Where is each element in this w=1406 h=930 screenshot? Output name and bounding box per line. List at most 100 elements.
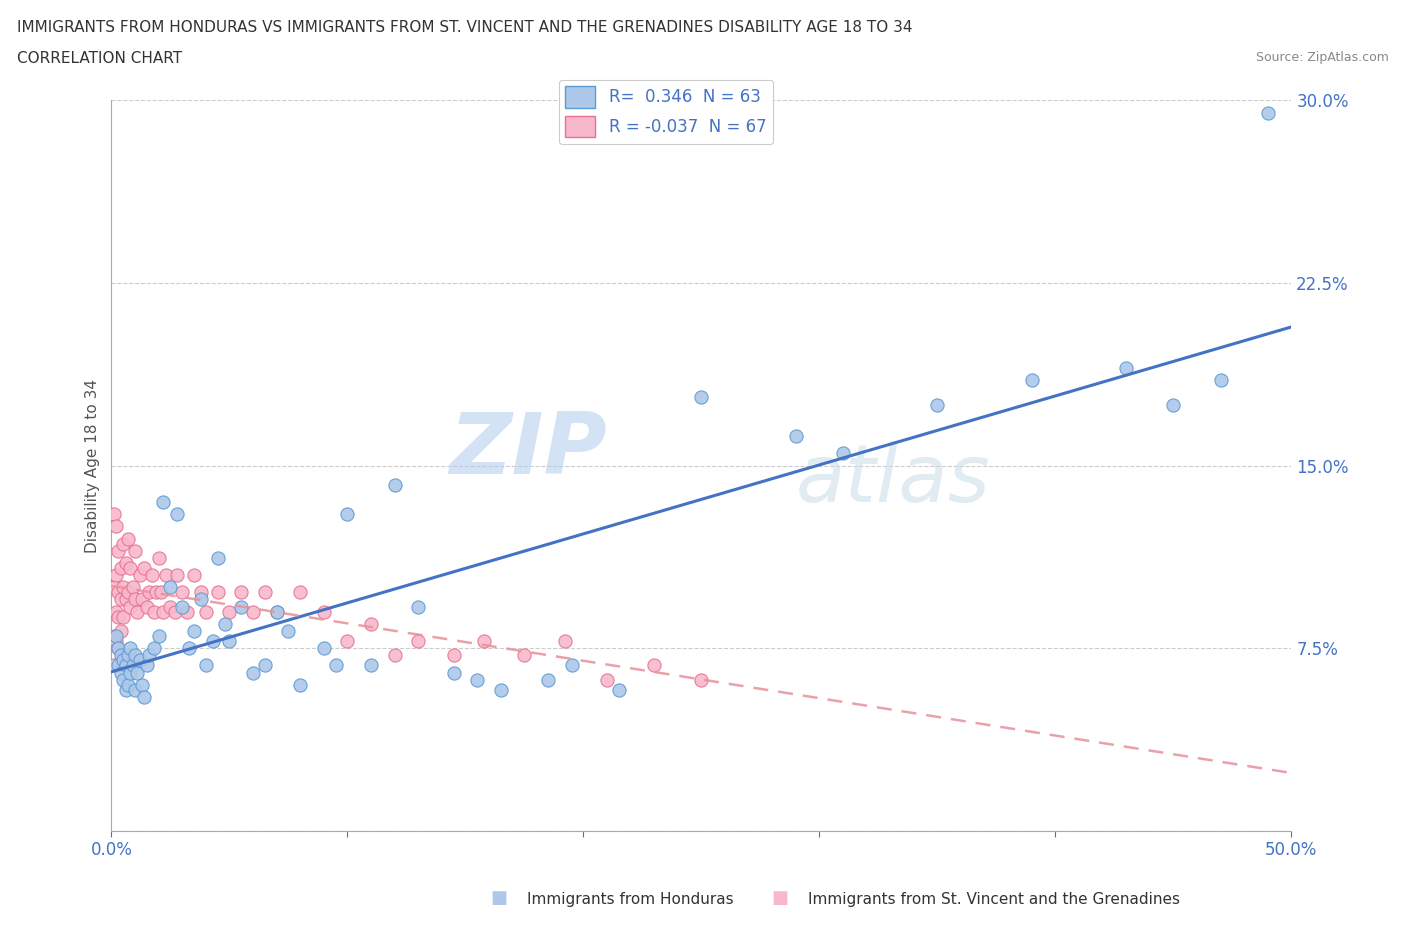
Point — [105, 567, 128, 582]
Point — [112, 580, 135, 595]
Point — [214, 617, 236, 631]
Point — [148, 629, 170, 644]
Point — [1257, 105, 1279, 120]
Point — [183, 567, 205, 582]
Point — [176, 604, 198, 619]
Point — [1021, 373, 1043, 388]
Point — [312, 604, 335, 619]
Text: Immigrants from Honduras: Immigrants from Honduras — [527, 892, 734, 907]
Point — [110, 665, 132, 680]
Point — [134, 561, 156, 576]
Point — [107, 641, 129, 656]
Point — [443, 665, 465, 680]
Y-axis label: Disability Age 18 to 34: Disability Age 18 to 34 — [86, 379, 100, 552]
Text: ■: ■ — [772, 889, 789, 907]
Point — [179, 641, 201, 656]
Point — [384, 648, 406, 663]
Point — [553, 633, 575, 648]
Point — [266, 604, 288, 619]
Point — [194, 604, 217, 619]
Point — [148, 551, 170, 565]
Point — [114, 592, 136, 607]
Point — [201, 633, 224, 648]
Point — [114, 555, 136, 570]
Point — [207, 585, 229, 600]
Point — [128, 567, 150, 582]
Point — [112, 609, 135, 624]
Point — [190, 585, 212, 600]
Point — [472, 633, 495, 648]
Point — [107, 543, 129, 558]
Point — [117, 648, 139, 663]
Point — [785, 429, 807, 444]
Point — [120, 561, 142, 576]
Point — [114, 658, 136, 672]
Point — [120, 599, 142, 614]
Point — [141, 567, 163, 582]
Point — [290, 585, 312, 600]
Point — [231, 585, 253, 600]
Point — [152, 604, 174, 619]
Point — [231, 599, 253, 614]
Point — [117, 677, 139, 692]
Point — [183, 624, 205, 639]
Point — [105, 519, 128, 534]
Point — [117, 531, 139, 546]
Point — [149, 585, 172, 600]
Point — [242, 665, 264, 680]
Point — [135, 599, 157, 614]
Point — [117, 585, 139, 600]
Point — [165, 604, 187, 619]
Point — [121, 658, 143, 672]
Point — [107, 609, 129, 624]
Text: ZIP: ZIP — [450, 409, 607, 493]
Point — [253, 658, 276, 672]
Point — [266, 604, 288, 619]
Point — [127, 665, 149, 680]
Point — [103, 658, 125, 672]
Point — [124, 543, 146, 558]
Point — [121, 580, 143, 595]
Text: Immigrants from St. Vincent and the Grenadines: Immigrants from St. Vincent and the Gren… — [808, 892, 1181, 907]
Point — [643, 658, 665, 672]
Point — [489, 682, 512, 697]
Point — [312, 641, 335, 656]
Point — [325, 658, 347, 672]
Point — [110, 648, 132, 663]
Point — [103, 580, 125, 595]
Point — [159, 599, 181, 614]
Point — [242, 604, 264, 619]
Text: IMMIGRANTS FROM HONDURAS VS IMMIGRANTS FROM ST. VINCENT AND THE GRENADINES DISAB: IMMIGRANTS FROM HONDURAS VS IMMIGRANTS F… — [17, 20, 912, 35]
Point — [114, 682, 136, 697]
Point — [194, 658, 217, 672]
Point — [218, 604, 240, 619]
Point — [142, 604, 165, 619]
Point — [131, 592, 153, 607]
Point — [1209, 373, 1232, 388]
Text: Source: ZipAtlas.com: Source: ZipAtlas.com — [1256, 51, 1389, 64]
Point — [607, 682, 630, 697]
Point — [107, 641, 129, 656]
Point — [120, 665, 142, 680]
Point — [166, 507, 188, 522]
Text: atlas: atlas — [796, 441, 990, 519]
Point — [166, 567, 188, 582]
Point — [832, 446, 855, 461]
Point — [561, 658, 583, 672]
Point — [172, 599, 194, 614]
Point — [110, 624, 132, 639]
Point — [277, 624, 299, 639]
Point — [138, 585, 160, 600]
Point — [172, 585, 194, 600]
Point — [927, 397, 949, 412]
Point — [336, 507, 359, 522]
Point — [690, 390, 713, 405]
Point — [128, 653, 150, 668]
Point — [253, 585, 276, 600]
Point — [336, 633, 359, 648]
Point — [218, 633, 240, 648]
Point — [103, 629, 125, 644]
Point — [124, 592, 146, 607]
Point — [112, 653, 135, 668]
Point — [134, 689, 156, 704]
